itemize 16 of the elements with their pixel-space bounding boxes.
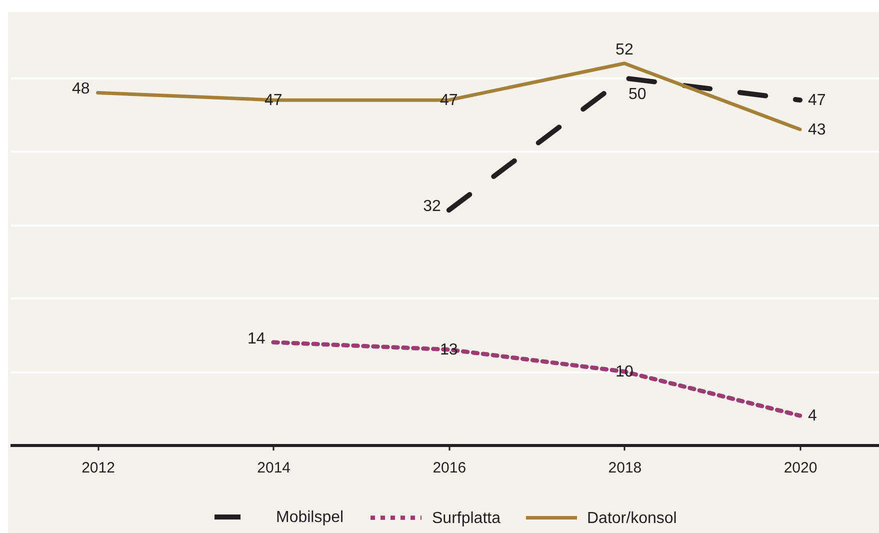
data-label: 47 [808,92,826,110]
x-tick-label: 2014 [257,460,291,476]
legend-label: Surfplatta [432,510,501,527]
data-label: 48 [72,80,90,98]
data-label: 52 [616,41,634,58]
x-tick-label: 2012 [82,460,115,476]
x-tick-label: 2020 [784,460,818,476]
data-label: 43 [808,121,826,138]
x-tick-label: 2018 [608,460,642,476]
x-tick-label: 2016 [432,460,466,476]
data-label: 14 [248,330,266,348]
data-label: 4 [808,408,817,425]
data-label: 32 [423,198,441,216]
legend-label: Mobilspel [276,509,344,526]
legend-label: Dator/konsol [587,510,677,527]
data-label: 50 [628,86,646,104]
